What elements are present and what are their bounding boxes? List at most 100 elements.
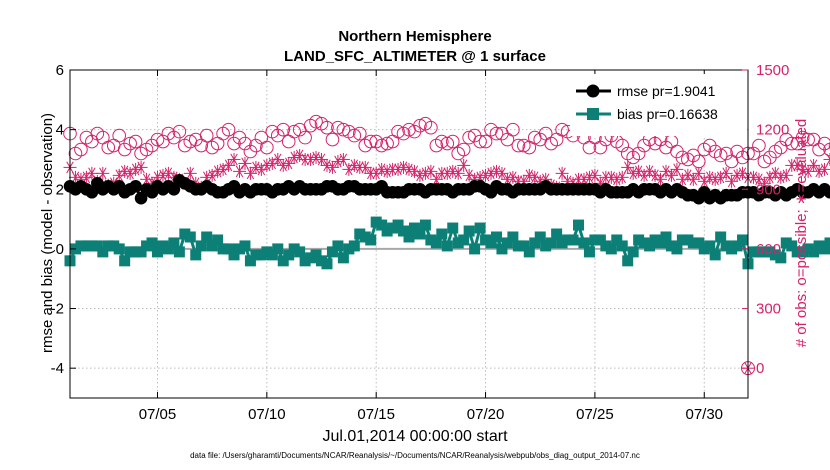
obs-possible-point (435, 134, 449, 149)
x-tick-label: 07/10 (248, 406, 286, 423)
bias-point (184, 231, 196, 243)
bias-point (458, 234, 470, 246)
bias-point (135, 246, 147, 258)
plot-area-frame (69, 69, 749, 399)
obs-possible-point (517, 138, 531, 153)
y2-tick-label: 1200 (756, 122, 789, 139)
bias-point (403, 231, 415, 243)
bias-point (168, 237, 180, 249)
bias-point (567, 234, 579, 246)
obs-possible-point (440, 136, 455, 151)
obs-evaluated-point (664, 168, 678, 182)
bias-point (173, 246, 185, 258)
obs-possible-point (713, 148, 728, 163)
data-file-footnote: data file: /Users/gharamti/Documents/NCA… (190, 451, 640, 460)
bias-point (190, 249, 202, 261)
bias-point (244, 255, 256, 267)
obs-evaluated-point (183, 166, 197, 180)
bias-point (490, 231, 502, 243)
obs-possible-point (413, 118, 427, 133)
bias-point (463, 225, 475, 237)
bias-point (583, 246, 595, 258)
obs-evaluated-point (703, 170, 717, 184)
obs-evaluated-point (325, 160, 339, 174)
obs-possible-point (456, 142, 471, 157)
bias-point (529, 237, 541, 249)
obs-possible-point (287, 124, 301, 139)
bias-point (573, 219, 584, 231)
bias-point (622, 255, 634, 267)
y2-tick-label: 600 (756, 241, 781, 258)
bias-point (436, 228, 448, 240)
obs-possible-point (615, 138, 630, 153)
obs-evaluated-point (451, 166, 465, 180)
obs-possible-point (172, 124, 187, 139)
obs-possible-point (391, 124, 405, 139)
bias-point (146, 237, 158, 249)
obs-evaluated-point (391, 162, 405, 176)
bias-point (277, 255, 289, 267)
bias-point (551, 228, 563, 240)
obs-evaluated-point (588, 168, 602, 182)
y2-tick-label: 0 (756, 360, 764, 377)
obs-evaluated-point (495, 166, 509, 180)
bias-point (113, 243, 125, 255)
bias-point (523, 246, 535, 258)
obs-evaluated-point (238, 156, 252, 170)
obs-evaluated-point (233, 164, 246, 178)
obs-evaluated-point (156, 168, 170, 182)
bias-point (775, 252, 787, 264)
obs-possible-series (63, 114, 830, 376)
y-tick-label: -4 (51, 360, 64, 377)
obs-possible-point (320, 120, 334, 135)
obs-possible-point (74, 142, 88, 157)
obs-possible-point (309, 114, 323, 129)
obs-possible-point (298, 130, 312, 145)
bias-point (501, 237, 513, 249)
bias-point (469, 243, 481, 255)
x-tick-label: 07/15 (357, 406, 395, 423)
bias-point (605, 243, 617, 255)
obs-possible-point (101, 140, 116, 155)
obs-evaluated-point (818, 162, 830, 176)
bias-point (644, 240, 656, 252)
obs-possible-point (352, 126, 367, 141)
obs-possible-point (719, 146, 733, 161)
legend-box (570, 74, 747, 136)
obs-evaluated-point (582, 170, 596, 184)
y-axis-label: rmse and bias (model - observation) (39, 113, 56, 353)
bias-point (594, 234, 606, 246)
obs-possible-point (380, 136, 394, 151)
bias-point (474, 222, 486, 234)
obs-possible-point (795, 130, 810, 145)
axis-ticks: 07/05 07/10 07/15 07/20 07/25 07/30 6 4 2 0 -2 -4 15… (51, 62, 790, 423)
obs-possible-point (489, 126, 504, 141)
bias-point (627, 246, 639, 258)
obs-possible-point (276, 122, 291, 137)
obs-possible-point (150, 132, 165, 147)
obs-evaluated-point (670, 162, 684, 176)
y2-tick-label: 300 (756, 301, 781, 318)
bias-point (326, 246, 338, 258)
obs-evaluated-point (397, 160, 411, 174)
bias-point (337, 252, 349, 264)
bias-point (365, 234, 377, 246)
obs-possible-point (249, 138, 263, 153)
obs-possible-point (555, 122, 569, 137)
obs-evaluated-point (615, 170, 629, 184)
bias-series (64, 216, 830, 270)
obs-possible-point (199, 128, 214, 143)
obs-evaluated-point (282, 156, 296, 170)
y-tick-label: 0 (56, 241, 64, 258)
obs-possible-point (112, 128, 127, 143)
obs-evaluated-point (686, 172, 700, 186)
obs-evaluated-point (725, 174, 739, 188)
obs-possible-point (506, 122, 520, 137)
rmse-point (129, 179, 142, 193)
bias-point (534, 231, 546, 243)
bias-point (578, 237, 590, 249)
bias-point (660, 231, 672, 243)
obs-evaluated-point (336, 152, 350, 166)
obs-evaluated-point (315, 152, 329, 166)
